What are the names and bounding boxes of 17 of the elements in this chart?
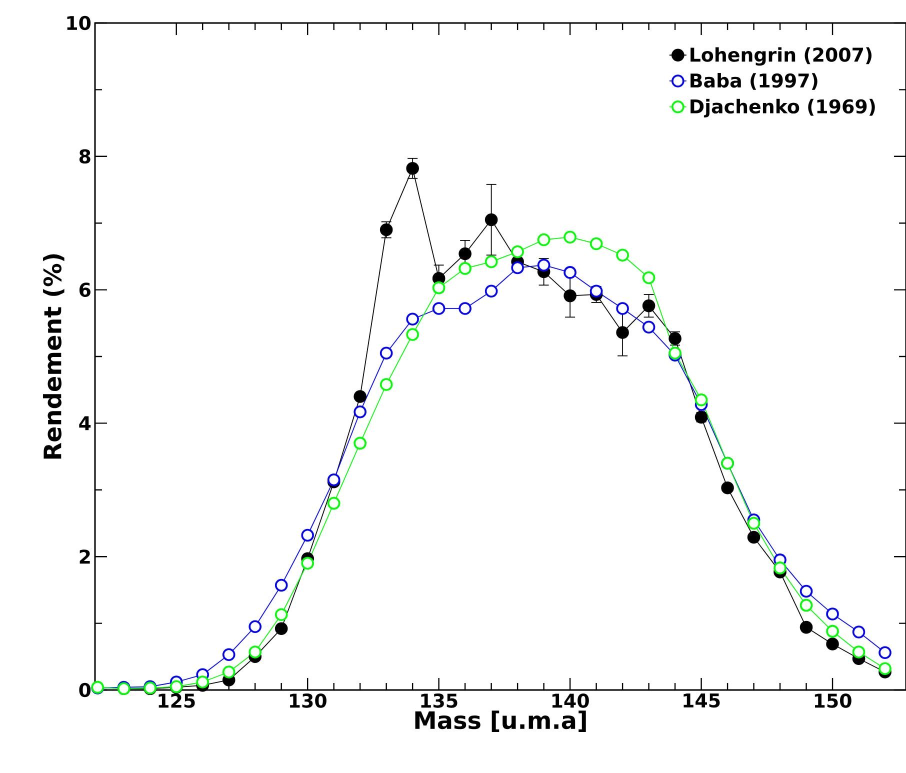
- legend-label: Lohengrin (2007): [690, 47, 872, 66]
- x-axis-title: Mass [u.m.a]: [415, 710, 586, 732]
- y-axis-title: Rendement (%): [42, 254, 64, 459]
- y-tick-label: 10: [67, 16, 91, 30]
- legend-label: Baba (1997): [690, 73, 818, 90]
- legend-label: Djachenko (1969): [690, 98, 875, 118]
- x-tick-label: 150: [814, 694, 852, 708]
- y-tick-label: 2: [80, 550, 90, 564]
- y-tick-label: 0: [79, 682, 91, 698]
- x-tick-label: 140: [552, 694, 589, 708]
- y-tick-label: 6: [79, 282, 90, 297]
- y-tick-label: 4: [79, 416, 91, 430]
- x-tick-label: 130: [290, 694, 326, 708]
- x-tick-label: 125: [158, 694, 195, 708]
- x-tick-label: 145: [684, 694, 720, 708]
- x-tick-label: 135: [421, 694, 458, 708]
- y-tick-label: 8: [79, 149, 90, 164]
